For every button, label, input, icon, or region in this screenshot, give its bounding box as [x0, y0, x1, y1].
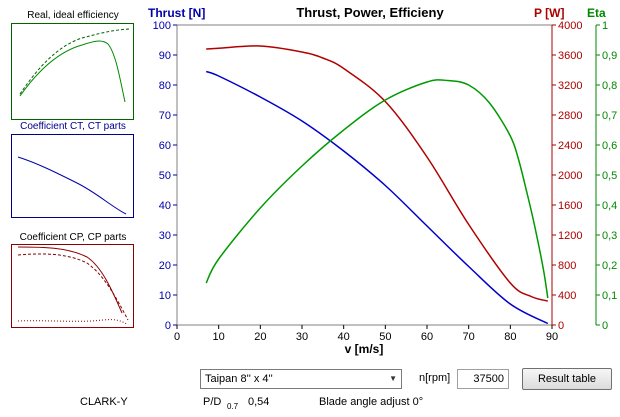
- eta-tick-label: 0,8: [602, 80, 617, 92]
- power-tick-label: 400: [558, 290, 576, 302]
- x-tick-label: 40: [338, 331, 350, 343]
- x-tick-label: 20: [254, 331, 266, 343]
- thumb-title-ct: Coefficient CT, CT parts: [20, 121, 126, 132]
- thrust-tick-label: 0: [165, 320, 171, 332]
- power-tick-label: 3200: [558, 80, 582, 92]
- thrust-tick-label: 70: [159, 110, 171, 122]
- x-axis-label: v [m/s]: [345, 342, 384, 356]
- x-tick-label: 10: [213, 331, 225, 343]
- eta-tick-label: 0: [602, 320, 608, 332]
- power-tick-label: 3600: [558, 50, 582, 62]
- thumb-title-efficiency: Real, ideal efficiency: [27, 10, 119, 21]
- pd-value: 0,54: [248, 396, 270, 408]
- power-axis-label: P [W]: [534, 6, 564, 20]
- power-tick-label: 2000: [558, 170, 582, 182]
- eta-series-line: [205, 79, 549, 299]
- blade-angle-label: Blade angle adjust 0°: [319, 396, 424, 408]
- x-tick-label: 90: [546, 331, 558, 343]
- thrust-tick-label: 10: [159, 290, 171, 302]
- power-tick-label: 1600: [558, 200, 582, 212]
- rpm-label: n[rpm]: [419, 372, 451, 384]
- thumb-cp[interactable]: [11, 244, 134, 328]
- propeller-select-value: Taipan 8'' x 4'': [205, 373, 273, 385]
- thrust-tick-label: 30: [159, 230, 171, 242]
- eta-tick-label: 1: [602, 20, 608, 32]
- result-table-button[interactable]: Result table: [522, 368, 612, 390]
- thrust-tick-label: 40: [159, 200, 171, 212]
- rpm-input[interactable]: 37500: [457, 369, 509, 389]
- eta-tick-label: 0,5: [602, 170, 617, 182]
- power-tick-label: 800: [558, 260, 576, 272]
- thrust-tick-label: 80: [159, 80, 171, 92]
- thrust-tick-label: 60: [159, 140, 171, 152]
- eta-tick-label: 0,4: [602, 200, 617, 212]
- airfoil-label: CLARK-Y: [80, 396, 128, 408]
- main-chart[interactable]: Thrust [N] Thrust, Power, Efficieny P [W…: [140, 0, 620, 362]
- thrust-series-line: [205, 70, 549, 325]
- thrust-tick-label: 90: [159, 50, 171, 62]
- chart-title: Thrust, Power, Efficieny: [296, 5, 444, 20]
- thrust-axis-label: Thrust [N]: [148, 6, 205, 20]
- eta-tick-label: 0,7: [602, 110, 617, 122]
- x-tick-label: 60: [421, 331, 433, 343]
- power-tick-label: 0: [558, 320, 564, 332]
- propeller-select[interactable]: Taipan 8'' x 4'' ▼: [200, 369, 402, 389]
- eta-tick-label: 0,3: [602, 230, 617, 242]
- thumb-efficiency[interactable]: [11, 23, 134, 120]
- x-tick-label: 50: [379, 331, 391, 343]
- eta-tick-label: 0,1: [602, 290, 617, 302]
- power-tick-label: 2400: [558, 140, 582, 152]
- eta-tick-label: 0,6: [602, 140, 617, 152]
- x-tick-label: 0: [174, 331, 180, 343]
- chevron-down-icon[interactable]: ▼: [389, 374, 397, 383]
- thumb-ct[interactable]: [11, 134, 134, 218]
- plot-area: [176, 24, 553, 326]
- power-tick-label: 1200: [558, 230, 582, 242]
- thrust-tick-label: 20: [159, 260, 171, 272]
- x-tick-label: 30: [296, 331, 308, 343]
- x-tick-label: 80: [504, 331, 516, 343]
- power-tick-label: 2800: [558, 110, 582, 122]
- x-tick-label: 70: [463, 331, 475, 343]
- power-tick-label: 4000: [558, 20, 582, 32]
- eta-tick-label: 0,9: [602, 50, 617, 62]
- thumb-cp-plot: [17, 246, 129, 325]
- thumb-title-cp: Coefficient CP, CP parts: [19, 232, 127, 243]
- thumb-ct-plot: [17, 156, 127, 215]
- eta-tick-label: 0,2: [602, 260, 617, 272]
- thrust-tick-label: 50: [159, 170, 171, 182]
- thumb-efficiency-plot: [19, 28, 130, 103]
- eta-axis-label: Eta: [587, 6, 606, 20]
- pd-label: P/D: [203, 396, 222, 408]
- power-series-line: [206, 45, 548, 302]
- pd-subscript: 0.7: [227, 402, 239, 411]
- thrust-tick-label: 100: [153, 20, 171, 32]
